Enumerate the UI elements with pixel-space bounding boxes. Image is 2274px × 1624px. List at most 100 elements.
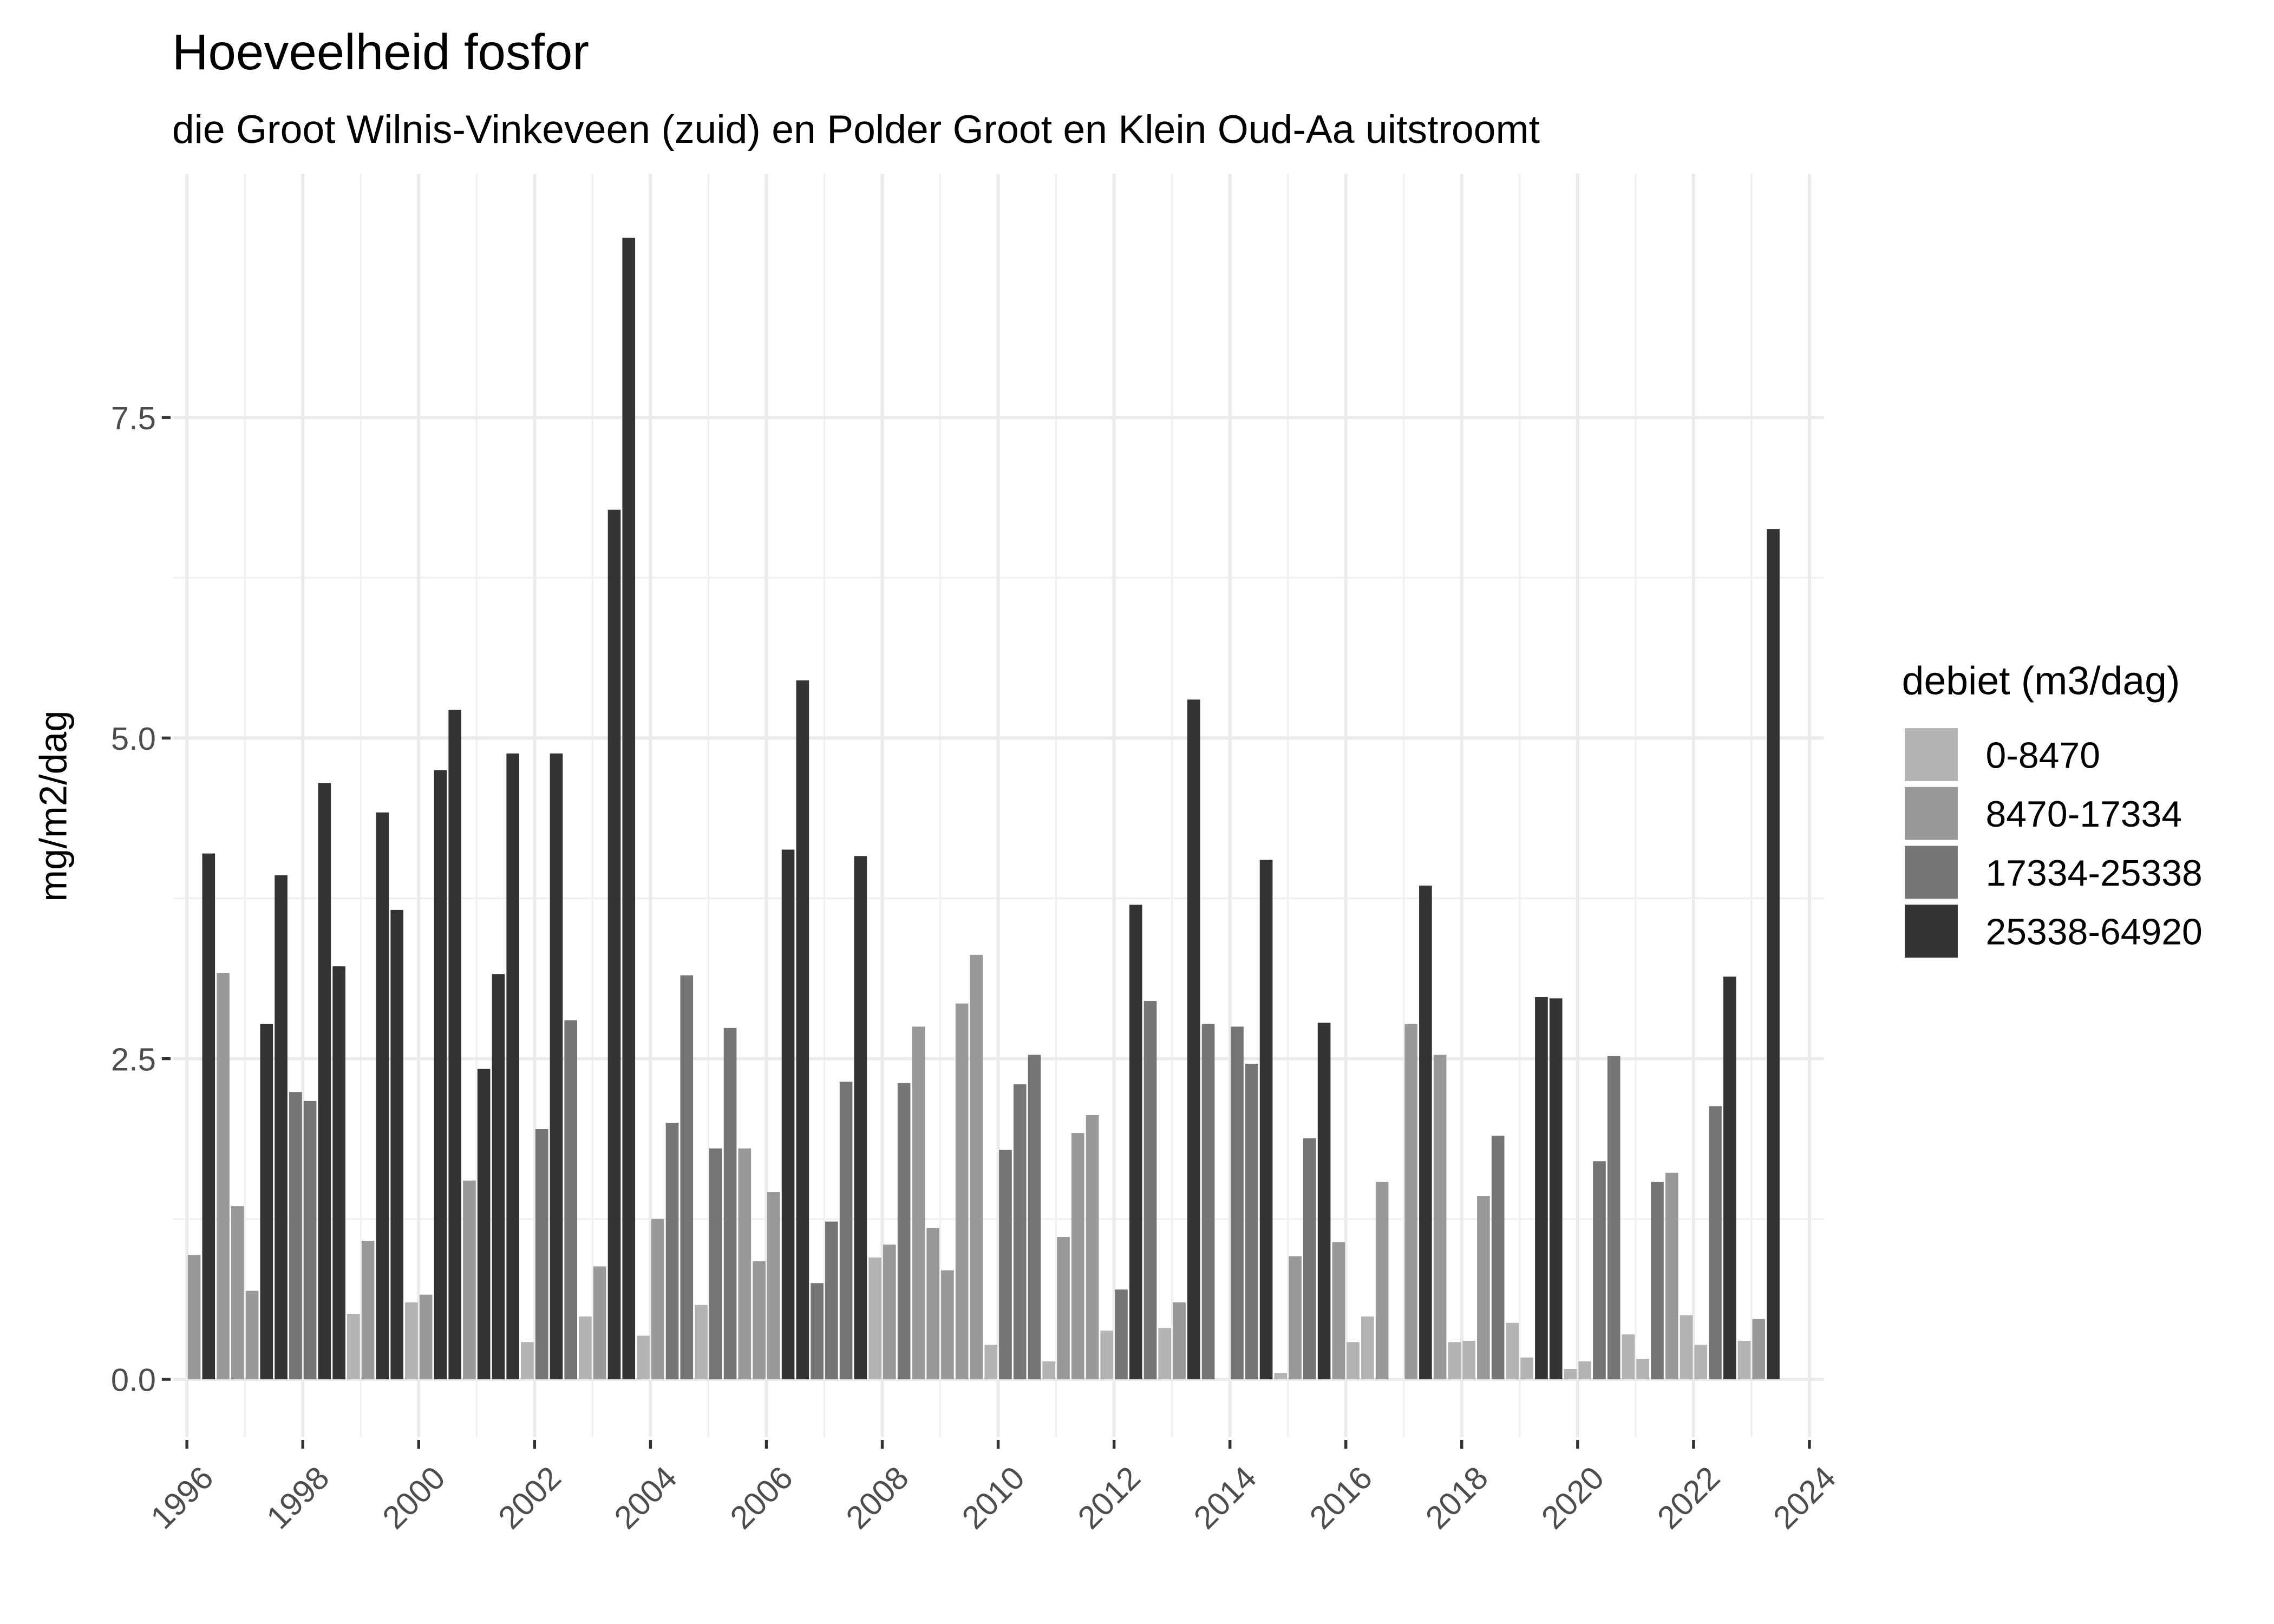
bar: [1158, 1328, 1172, 1379]
bar: [1057, 1237, 1070, 1379]
bar: [1173, 1302, 1186, 1379]
bar: [970, 954, 983, 1379]
bar: [926, 1228, 939, 1379]
bar: [839, 1082, 853, 1379]
bar: [1448, 1342, 1461, 1379]
bar: [695, 1305, 708, 1379]
bar: [564, 1020, 578, 1379]
bar: [738, 1148, 752, 1379]
bar: [622, 238, 636, 1379]
bar: [825, 1221, 838, 1379]
bar: [289, 1092, 302, 1379]
bar: [999, 1149, 1012, 1379]
bar: [318, 783, 331, 1379]
bar: [332, 966, 345, 1379]
bar: [535, 1129, 548, 1379]
bar: [1028, 1055, 1041, 1379]
legend-label: 17334-25338: [1986, 853, 2203, 894]
bar: [579, 1316, 592, 1379]
bar: [347, 1314, 360, 1379]
bar: [1201, 1024, 1215, 1379]
bar: [723, 1027, 737, 1379]
y-axis-label: mg/m2/dag: [31, 710, 74, 901]
bar: [1506, 1322, 1519, 1379]
bar: [1013, 1084, 1027, 1379]
bar: [1071, 1133, 1084, 1379]
bar: [1607, 1056, 1620, 1379]
bar: [1361, 1316, 1374, 1379]
bar: [303, 1101, 317, 1379]
bar: [651, 1219, 664, 1379]
bar: [897, 1083, 911, 1379]
bar: [1143, 1001, 1157, 1379]
bar: [405, 1302, 418, 1379]
bar: [1187, 699, 1200, 1379]
bar: [665, 1123, 679, 1379]
bar: [550, 753, 563, 1379]
bar: [419, 1294, 433, 1379]
bar: [202, 853, 215, 1379]
y-tick-label: 0.0: [111, 1362, 156, 1398]
bar: [1593, 1161, 1606, 1379]
bar: [941, 1270, 954, 1379]
legend-swatch: [1905, 728, 1958, 781]
bar: [361, 1241, 375, 1379]
legend-swatch: [1905, 905, 1958, 958]
bar: [1491, 1135, 1505, 1379]
bar: [1549, 998, 1563, 1379]
bar: [680, 975, 694, 1379]
bar: [1042, 1361, 1056, 1379]
bar: [1737, 1340, 1751, 1379]
bar: [781, 849, 795, 1379]
bar: [1767, 529, 1780, 1379]
chart-title: Hoeveelheid fosfor: [172, 24, 589, 80]
bar: [1622, 1334, 1635, 1379]
bar: [492, 974, 505, 1379]
bar: [1115, 1289, 1128, 1379]
bar: [811, 1283, 824, 1379]
bar: [1694, 1345, 1708, 1379]
chart-subtitle: die Groot Wilnis-Vinkeveen (zuid) en Pol…: [172, 107, 1540, 152]
legend-title: debiet (m3/dag): [1902, 659, 2180, 703]
bar: [1419, 885, 1432, 1379]
bar: [448, 710, 462, 1379]
bar: [521, 1342, 534, 1379]
bar: [390, 909, 403, 1379]
bar: [1375, 1182, 1389, 1379]
legend-swatch: [1905, 846, 1958, 899]
bar: [1680, 1315, 1693, 1379]
bar: [1332, 1242, 1345, 1379]
bar: [753, 1261, 766, 1379]
bar: [1274, 1373, 1288, 1379]
bar: [463, 1180, 476, 1379]
bar: [1347, 1342, 1360, 1379]
bar: [376, 812, 389, 1379]
legend: 0-8470 8470-17334 17334-25338 25338-64920: [1905, 728, 2203, 958]
legend-label: 25338-64920: [1986, 912, 2203, 953]
bar: [1231, 1026, 1244, 1379]
bar: [854, 856, 867, 1379]
y-tick-label: 5.0: [111, 721, 156, 757]
y-tick-label: 7.5: [111, 400, 156, 436]
bar: [1462, 1340, 1475, 1379]
bar: [912, 1026, 925, 1379]
bar: [1636, 1359, 1650, 1379]
bar: [796, 680, 809, 1379]
bar: [217, 972, 230, 1379]
bar: [955, 1003, 969, 1379]
bar: [1245, 1064, 1258, 1379]
bar: [1317, 1023, 1331, 1379]
bar: [1477, 1196, 1490, 1379]
bar: [1100, 1330, 1114, 1379]
bar: [1665, 1173, 1678, 1379]
y-tick-label: 2.5: [111, 1041, 156, 1077]
bar: [1404, 1024, 1417, 1379]
bar: [1535, 997, 1548, 1379]
bar: [1651, 1182, 1664, 1379]
bar: [1086, 1115, 1099, 1379]
bar: [187, 1255, 201, 1379]
bar: [868, 1257, 881, 1379]
